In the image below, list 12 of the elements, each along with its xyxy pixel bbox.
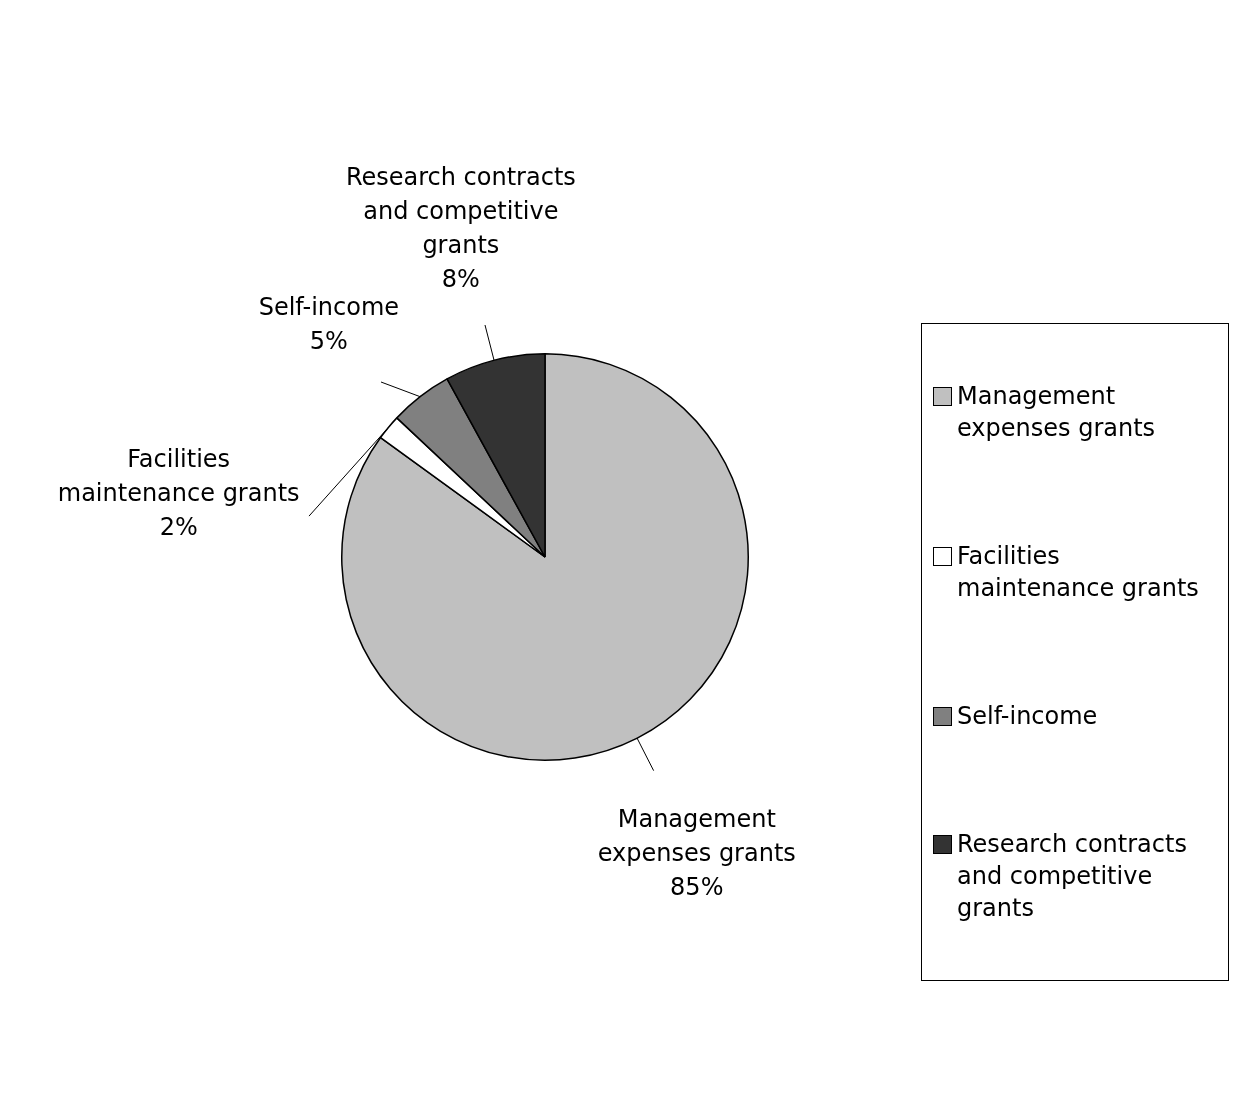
legend-label: Research contracts and competitive grants (957, 829, 1188, 924)
legend-label: Facilities maintenance grants (957, 541, 1200, 604)
slice-label: Management expenses grants (597, 805, 796, 868)
slice-label: Self-income (258, 292, 400, 321)
legend-label: Self-income (957, 701, 1098, 732)
data-label: 85% (670, 873, 724, 902)
data-label: 2% (159, 512, 198, 541)
slice-label: Research contracts and competitive grants (345, 162, 576, 259)
legend-label: Management expenses grants (957, 381, 1157, 444)
slice-label: Facilities maintenance grants (57, 444, 300, 507)
data-label: 5% (309, 326, 348, 355)
data-label: 8% (441, 264, 480, 293)
